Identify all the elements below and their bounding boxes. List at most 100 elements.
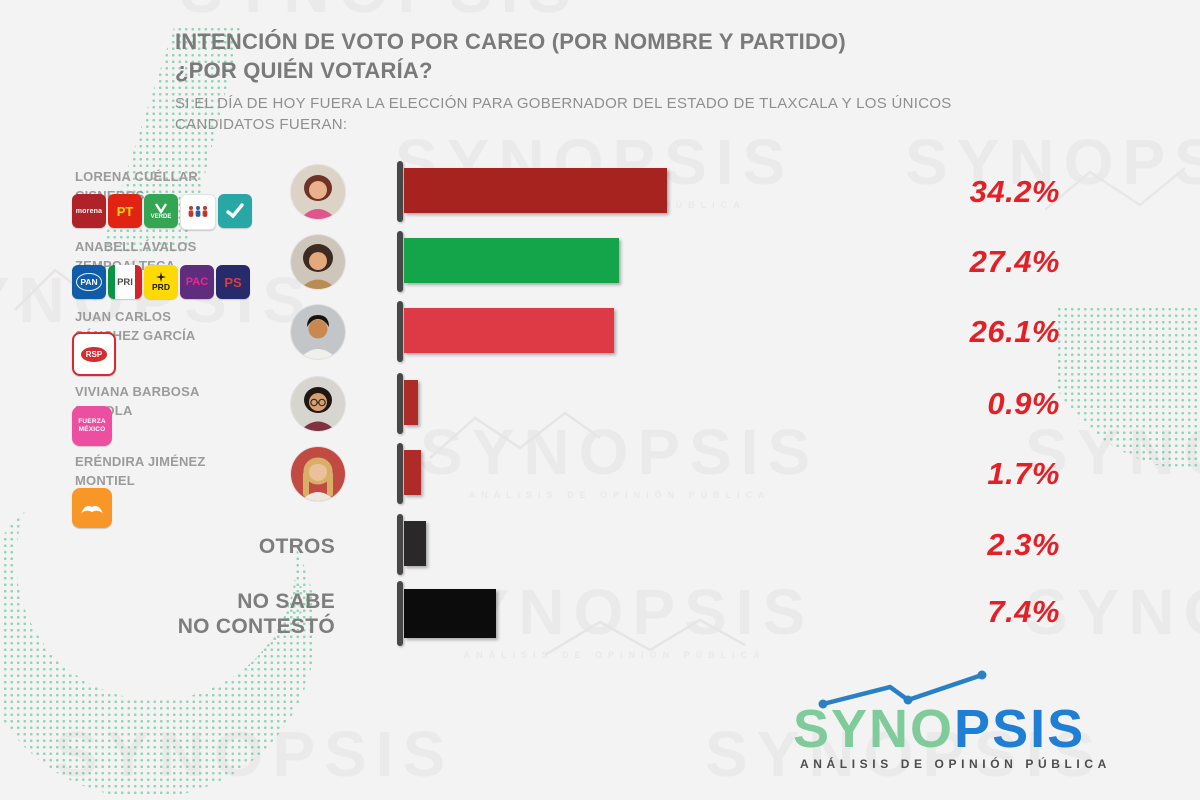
candidate-row: JUAN CARLOS SÁNCHEZ GARCÍA RSP 26.1%	[0, 301, 1200, 376]
party-abbr: FUERZA	[78, 417, 106, 425]
party-abbr: PAC	[185, 276, 209, 288]
zigzag-line-decoration	[1044, 167, 1186, 211]
party-abbr: PRD	[152, 282, 170, 292]
logo-text-blue: PSIS	[954, 699, 1086, 759]
category-label: OTROS	[70, 535, 335, 560]
party-abbr: PRI	[117, 276, 133, 288]
vote-bar	[404, 238, 619, 283]
axis-tick	[397, 373, 403, 434]
no-sabe-row: NO SABE NO CONTESTÓ 7.4%	[0, 581, 1200, 655]
candidate-name-line: MONTIEL	[75, 472, 135, 488]
percentage-label: 0.9%	[987, 386, 1060, 421]
header: INTENCIÓN DE VOTO POR CAREO (POR NOMBRE …	[175, 27, 952, 135]
pan-party-logo: PAN	[72, 265, 106, 299]
party-abbr: MÉXICO	[78, 426, 106, 433]
verde-v-icon	[155, 202, 167, 213]
movimiento-ciudadano-party-logo	[72, 488, 112, 528]
ps-party-logo: PS	[216, 265, 250, 299]
zigzag-line-decoration	[429, 411, 601, 459]
morena-party-logo: morena	[72, 194, 106, 228]
people-figures-icon	[188, 206, 208, 217]
logo-caption: ANÁLISIS DE OPINIÓN PÚBLICA	[800, 757, 1111, 771]
percentage-label: 7.4%	[987, 594, 1060, 629]
party-abbr: RSP	[80, 346, 108, 362]
axis-tick	[397, 581, 403, 646]
pac-party-logo: PAC	[180, 265, 214, 299]
percentage-label: 27.4%	[969, 244, 1060, 279]
fuerza-mexico-party-logo: FUERZA MÉXICO	[72, 406, 112, 446]
logo-chart-line-icon	[818, 670, 987, 709]
percentage-label: 26.1%	[969, 314, 1060, 349]
otros-row: OTROS 2.3%	[0, 514, 1200, 588]
candidate-row: ERÉNDIRA JIMÉNEZ MONTIEL 1.7%	[0, 443, 1200, 528]
candidate-name-line: VIVIANA BARBOSA	[75, 384, 200, 399]
party-logos: PAN PRI PRD PAC PS	[72, 265, 250, 299]
prd-party-logo: PRD	[144, 265, 178, 299]
synopsis-logo: SYNOPSIS	[793, 702, 1085, 756]
candidate-photo	[291, 305, 345, 359]
vote-bar	[404, 168, 667, 213]
watermark-text: SYNOPSIS	[905, 130, 1200, 194]
candidate-name: ERÉNDIRA JIMÉNEZ MONTIEL	[75, 453, 290, 491]
candidate-name-line: JUAN CARLOS	[75, 309, 172, 324]
pvem-party-logo: VERDE	[144, 194, 178, 228]
candidate-name-line: ERÉNDIRA JIMÉNEZ	[75, 454, 206, 469]
rsp-party-logo: RSP	[72, 332, 116, 376]
eagle-icon	[81, 505, 103, 513]
party-logos: FUERZA MÉXICO	[72, 406, 112, 446]
logo-text-green: SYNO	[793, 699, 955, 759]
pri-party-logo: PRI	[108, 265, 142, 299]
chart-title-line2: ¿POR QUIÉN VOTARÍA?	[175, 58, 433, 84]
category-label-line: NO CONTESTÓ	[177, 614, 335, 638]
chart-subtitle-line2: CANDIDATOS FUERAN:	[175, 116, 348, 134]
candidate-name-line: ANABELL ÁVALOS	[75, 239, 197, 254]
axis-tick	[397, 514, 403, 575]
vote-bar	[404, 308, 614, 353]
vote-bar	[404, 521, 426, 566]
watermark-text: SYNOPSIS	[1025, 580, 1200, 644]
candidate-row: LORENA CUÉLLAR CISNEROS morena PT VERDE	[0, 161, 1200, 235]
party-abbr: VERDE	[150, 213, 172, 220]
category-label-line: NO SABE	[237, 590, 335, 613]
watermark-word: SYNOPSIS	[180, 0, 579, 26]
watermark-word: SYNOPSIS	[905, 126, 1200, 198]
nueva-alianza-party-logo	[218, 194, 252, 228]
party-logos: RSP	[72, 332, 116, 376]
party-abbr: PS	[224, 274, 242, 290]
candidate-photo	[291, 235, 345, 289]
watermark-word: SYNOPSIS	[420, 416, 820, 488]
chart-subtitle: SI EL DÍA DE HOY FUERA LA ELECCIÓN PARA …	[175, 93, 952, 135]
pes-party-logo	[180, 194, 216, 230]
candidate-row: VIVIANA BARBOSA BONOLA FUERZA MÉXICO	[0, 373, 1200, 447]
percentage-label: 2.3%	[987, 527, 1060, 562]
axis-tick	[397, 231, 403, 292]
party-abbr: PAN	[76, 273, 102, 291]
prd-sun-icon	[156, 272, 166, 282]
category-label-line: OTROS	[258, 535, 335, 558]
watermark-word: SYNOPSIS	[1025, 576, 1200, 648]
candidate-photo	[291, 377, 345, 431]
party-logos	[72, 488, 112, 528]
category-label: NO SABE NO CONTESTÓ	[70, 590, 335, 640]
candidate-photo	[291, 447, 345, 501]
zigzag-line-decoration	[544, 618, 746, 657]
axis-tick	[397, 443, 403, 504]
watermark-caption: ANÁLISIS DE OPINIÓN PÚBLICA	[468, 490, 771, 500]
chart-title-line1: INTENCIÓN DE VOTO POR CAREO (POR NOMBRE …	[175, 29, 846, 54]
candidate-row: ANABELL ÁVALOS ZEMPOALTECA PAN PRI PRD P…	[0, 231, 1200, 305]
chart-subtitle-line1: SI EL DÍA DE HOY FUERA LA ELECCIÓN PARA …	[175, 95, 952, 113]
party-logos: morena PT VERDE	[72, 194, 252, 230]
crescent-cutout	[16, 420, 296, 700]
vote-bar	[404, 380, 418, 425]
party-abbr: PT	[116, 203, 134, 219]
vote-bar	[404, 589, 496, 638]
candidate-photo	[291, 165, 345, 219]
watermark-word: SYNOPSIS	[705, 718, 1105, 790]
watermark-caption: ANÁLISIS DE OPINIÓN PÚBLICA	[463, 650, 766, 660]
watermark-text: SYNOPSIS	[705, 722, 1104, 786]
candidate-name-line: LORENA CUÉLLAR	[75, 169, 198, 184]
watermark-text: SYNOPSIS	[180, 0, 579, 22]
pt-party-logo: PT	[108, 194, 142, 228]
